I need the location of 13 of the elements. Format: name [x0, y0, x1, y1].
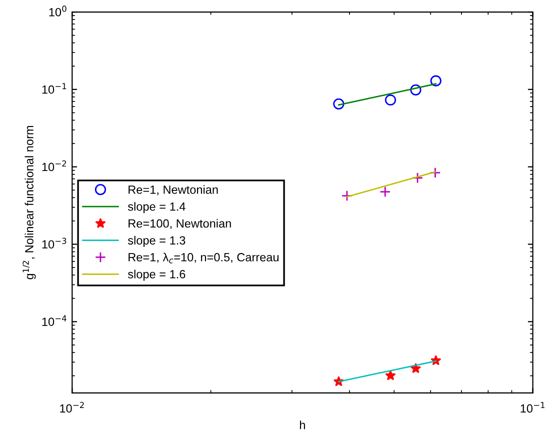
legend-label: slope = 1.4	[128, 202, 186, 214]
legend-label: slope = 1.3	[128, 236, 186, 247]
legend-label: Re=1, λ$_{c}$=10, n=0.5, Carreau	[128, 252, 279, 264]
legend-label: Re=1, Newtonian	[128, 185, 218, 196]
legend-label: Re=100, Newtonian	[128, 218, 231, 230]
legend-label: slope = 1.6	[128, 270, 186, 281]
y-tick-label: 10$^{−1}$	[42, 83, 66, 94]
x-axis-title: h	[300, 420, 305, 430]
y-tick-label: 10$^{−4}$	[42, 315, 66, 326]
y-tick-label: 10$^{−2}$	[42, 160, 66, 172]
y-tick-label: 10$^{0}$	[49, 6, 66, 16]
y-axis-title: g$^{1/2}$, Nolinear functional norm	[22, 126, 36, 280]
y-tick-label: 10$^{−3}$	[42, 238, 66, 249]
